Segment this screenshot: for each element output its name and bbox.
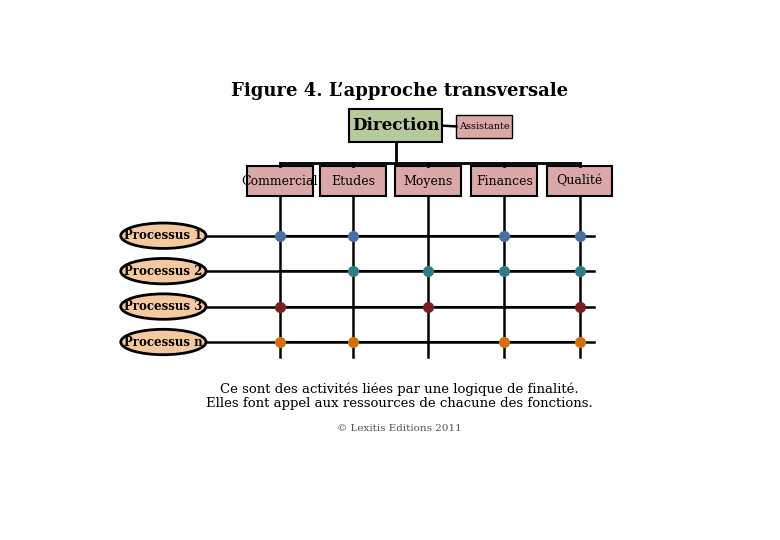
FancyBboxPatch shape <box>395 166 461 195</box>
Text: Processus 1: Processus 1 <box>124 230 203 242</box>
Ellipse shape <box>121 294 206 319</box>
FancyBboxPatch shape <box>349 110 442 142</box>
Text: Ce sont des activités liées par une logique de finalité.: Ce sont des activités liées par une logi… <box>221 383 579 396</box>
Text: Processus 2: Processus 2 <box>124 265 203 278</box>
Text: Etudes: Etudes <box>332 174 375 187</box>
Text: Direction: Direction <box>352 117 440 134</box>
Text: Figure 4. L’approche transversale: Figure 4. L’approche transversale <box>231 82 569 100</box>
Text: Qualité: Qualité <box>556 174 603 187</box>
FancyBboxPatch shape <box>547 166 612 195</box>
FancyBboxPatch shape <box>471 166 537 195</box>
FancyBboxPatch shape <box>321 166 386 195</box>
Text: Finances: Finances <box>476 174 533 187</box>
Text: Moyens: Moyens <box>404 174 453 187</box>
Text: Elles font appel aux ressources de chacune des fonctions.: Elles font appel aux ressources de chacu… <box>207 397 593 410</box>
FancyBboxPatch shape <box>246 166 313 195</box>
Text: Processus n: Processus n <box>124 335 203 348</box>
Text: © Lexitis Editions 2011: © Lexitis Editions 2011 <box>338 424 462 433</box>
Text: Processus 3: Processus 3 <box>124 300 203 313</box>
Text: Commercial: Commercial <box>241 174 318 187</box>
Ellipse shape <box>121 223 206 248</box>
Ellipse shape <box>121 259 206 284</box>
Text: Assistante: Assistante <box>459 122 509 131</box>
Ellipse shape <box>121 329 206 355</box>
FancyBboxPatch shape <box>456 115 512 138</box>
